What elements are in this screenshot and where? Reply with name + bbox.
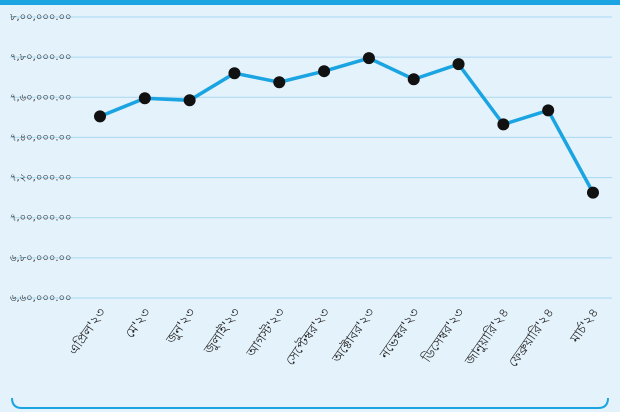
y-tick-label: ৬,৬০,০০০.০০ — [10, 293, 72, 304]
line — [99, 56, 595, 194]
point — [542, 104, 555, 117]
point — [318, 65, 331, 78]
point — [273, 76, 286, 89]
y-tick-label: ৮,০০,০০০.০০ — [10, 12, 72, 23]
y-tick-label: ৭,০০,০০০.০০ — [10, 213, 72, 224]
point — [497, 118, 510, 131]
point — [452, 58, 465, 71]
point — [362, 52, 375, 65]
top-band — [0, 0, 620, 5]
point — [587, 186, 599, 199]
y-tick-label: ৭,২০,০০০.০০ — [10, 173, 72, 184]
y-tick-label: ৭,৬০,০০০.০০ — [10, 92, 72, 103]
point — [138, 92, 151, 105]
y-tick-label: ৭,৮০,০০০.০০ — [10, 52, 72, 63]
y-tick-label: ৬,৮০,০০০.০০ — [10, 253, 72, 264]
point — [183, 94, 196, 107]
point — [94, 110, 106, 123]
point — [407, 73, 420, 86]
frame — [11, 397, 609, 409]
point — [228, 67, 241, 80]
y-tick-label: ৭,৪০,০০০.০০ — [10, 132, 72, 143]
